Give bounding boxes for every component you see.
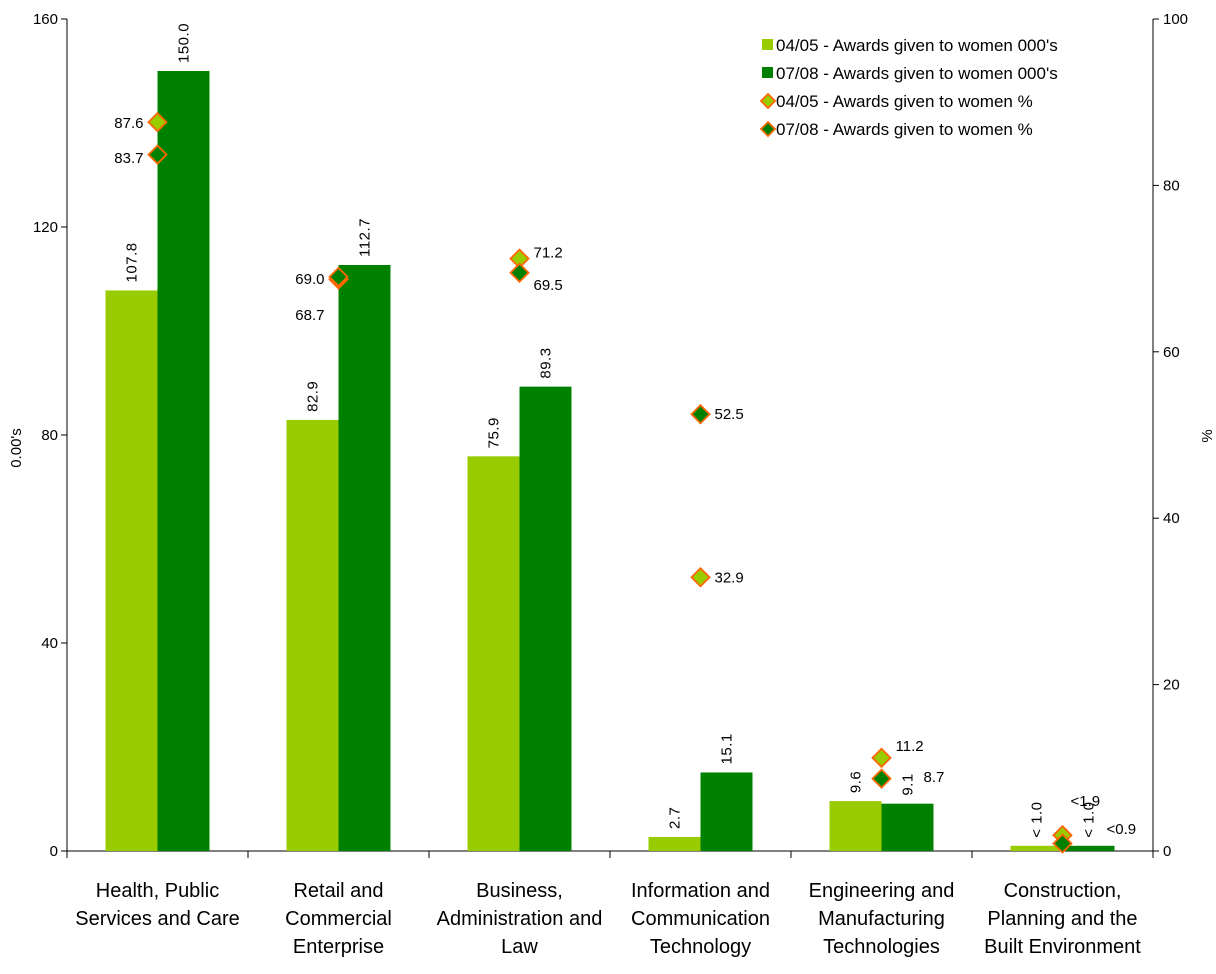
legend-swatch bbox=[762, 67, 773, 78]
bar-data-label: 82.9 bbox=[305, 381, 322, 412]
percent-marker bbox=[328, 266, 349, 288]
bar bbox=[338, 264, 391, 852]
legend-marker bbox=[759, 120, 777, 138]
x-tick-label-line: Engineering and bbox=[809, 880, 955, 902]
y-tick-label: 120 bbox=[33, 219, 58, 236]
x-tick-label: Retail and Commercial Enterprise bbox=[285, 880, 392, 958]
legend-entry: 07/08 - Awards given to women 000's bbox=[776, 64, 1058, 83]
y-axis-label: 0.00's bbox=[8, 428, 25, 468]
x-tick-label: Engineering and Manufacturing Technologies bbox=[809, 880, 955, 958]
legend-swatch bbox=[762, 39, 773, 50]
x-tick-label-line: Information and bbox=[631, 880, 770, 902]
bar-data-label: 75.9 bbox=[486, 417, 503, 448]
bar-data-label: 112.7 bbox=[357, 218, 374, 257]
bar-data-label: 15.1 bbox=[719, 733, 736, 764]
x-tick-label-line: Business, bbox=[476, 880, 563, 902]
x-tick-label-line: Manufacturing bbox=[818, 908, 945, 930]
x-tick-label-line: Services and Care bbox=[75, 908, 240, 930]
bar bbox=[157, 71, 210, 851]
y2-tick-label: 40 bbox=[1163, 510, 1180, 527]
markers bbox=[147, 111, 1073, 854]
x-tick-label: Construction, Planning and the Built Envir… bbox=[984, 880, 1141, 958]
legend: 04/05 - Awards given to women 000's 07/08… bbox=[759, 36, 1058, 139]
percent-marker bbox=[871, 747, 892, 769]
bar bbox=[519, 386, 572, 851]
percent-data-label: 69.0 bbox=[295, 271, 324, 288]
x-tick-label: Business, Administration and Law bbox=[437, 880, 603, 958]
percent-data-label: 8.7 bbox=[924, 769, 945, 786]
y2-tick-label: 60 bbox=[1163, 344, 1180, 361]
percent-marker bbox=[1052, 833, 1073, 854]
percent-marker bbox=[690, 403, 711, 425]
bar bbox=[829, 801, 882, 851]
x-tick-label-line: Communication bbox=[631, 908, 770, 930]
bar bbox=[286, 419, 339, 851]
y-tick-label: 0 bbox=[50, 843, 58, 860]
y-tick-label: 80 bbox=[41, 427, 58, 444]
y-tick-label: 160 bbox=[33, 11, 58, 28]
bar bbox=[1010, 845, 1063, 851]
y2-tick-label: 80 bbox=[1163, 177, 1180, 194]
percent-data-label: 32.9 bbox=[715, 569, 744, 586]
percent-data-label: 87.6 bbox=[114, 115, 143, 132]
x-tick-label-line: Built Environment bbox=[984, 936, 1141, 958]
legend-entry: 04/05 - Awards given to women 000's bbox=[776, 36, 1058, 55]
x-tick-label-line: Construction, bbox=[1004, 880, 1122, 902]
percent-data-label: 68.7 bbox=[295, 307, 324, 324]
bar-data-label: 9.1 bbox=[900, 773, 917, 795]
legend-entry: 07/08 - Awards given to women % bbox=[776, 120, 1033, 139]
bar bbox=[105, 290, 158, 851]
percent-marker bbox=[871, 768, 892, 789]
bar-data-label: 150.0 bbox=[176, 23, 193, 63]
legend-entry: 04/05 - Awards given to women % bbox=[776, 92, 1033, 111]
bar-data-label: < 1.0 bbox=[1029, 802, 1046, 838]
bar bbox=[881, 803, 934, 851]
axes: 0 40 80 120 160 0 20 40 60 80 100 Health, Public Ser… bbox=[33, 11, 1188, 958]
x-tick-label-line: Commercial bbox=[285, 908, 392, 930]
data-labels: 107.8 82.9 75.9 2.7 9.6 < 1.0 150.0 112.7 89.3 15… bbox=[114, 23, 1136, 838]
percent-marker bbox=[509, 262, 530, 284]
y2-tick-label: 100 bbox=[1163, 11, 1188, 28]
y2-axis-label: % bbox=[1199, 429, 1216, 442]
percent-marker bbox=[690, 566, 711, 588]
y-tick-label: 40 bbox=[41, 635, 58, 652]
percent-data-label: 83.7 bbox=[114, 150, 143, 167]
x-tick-label-line: Enterprise bbox=[293, 936, 384, 958]
legend-marker bbox=[759, 92, 777, 110]
bars bbox=[105, 71, 1115, 852]
y2-tick-label: 0 bbox=[1163, 843, 1171, 860]
bar-data-label: 107.8 bbox=[124, 242, 141, 282]
x-tick-label-line: Technologies bbox=[823, 936, 940, 958]
percent-data-label: <1.9 bbox=[1071, 793, 1101, 810]
percent-data-label: 71.2 bbox=[534, 245, 563, 262]
x-tick-label: Health, Public Services and Care bbox=[75, 880, 240, 930]
percent-data-label: <0.9 bbox=[1107, 821, 1137, 838]
x-tick-label-line: Planning and the bbox=[987, 908, 1137, 930]
bar-data-label: 89.3 bbox=[538, 347, 555, 378]
y2-tick-label: 20 bbox=[1163, 677, 1180, 694]
x-tick-label-line: Law bbox=[501, 936, 538, 958]
bar-data-label: 9.6 bbox=[848, 771, 865, 793]
x-tick-label-line: Technology bbox=[650, 936, 751, 958]
bar bbox=[1062, 845, 1115, 851]
x-tick-label: Information and Communication Technology bbox=[631, 880, 770, 958]
x-tick-label-line: Health, Public bbox=[96, 880, 219, 902]
percent-data-label: 11.2 bbox=[896, 738, 924, 755]
bar bbox=[467, 456, 520, 851]
percent-marker bbox=[147, 144, 168, 165]
percent-data-label: 52.5 bbox=[715, 406, 744, 423]
percent-marker bbox=[147, 111, 168, 133]
x-tick-label-line: Administration and bbox=[437, 908, 603, 930]
x-tick-label-line: Retail and bbox=[293, 880, 383, 902]
bar-data-label: 2.7 bbox=[667, 807, 684, 829]
bar bbox=[700, 772, 753, 851]
bar-data-label: < 1.0 bbox=[1081, 802, 1098, 838]
bar bbox=[648, 836, 701, 851]
percent-data-label: 69.5 bbox=[534, 277, 563, 294]
